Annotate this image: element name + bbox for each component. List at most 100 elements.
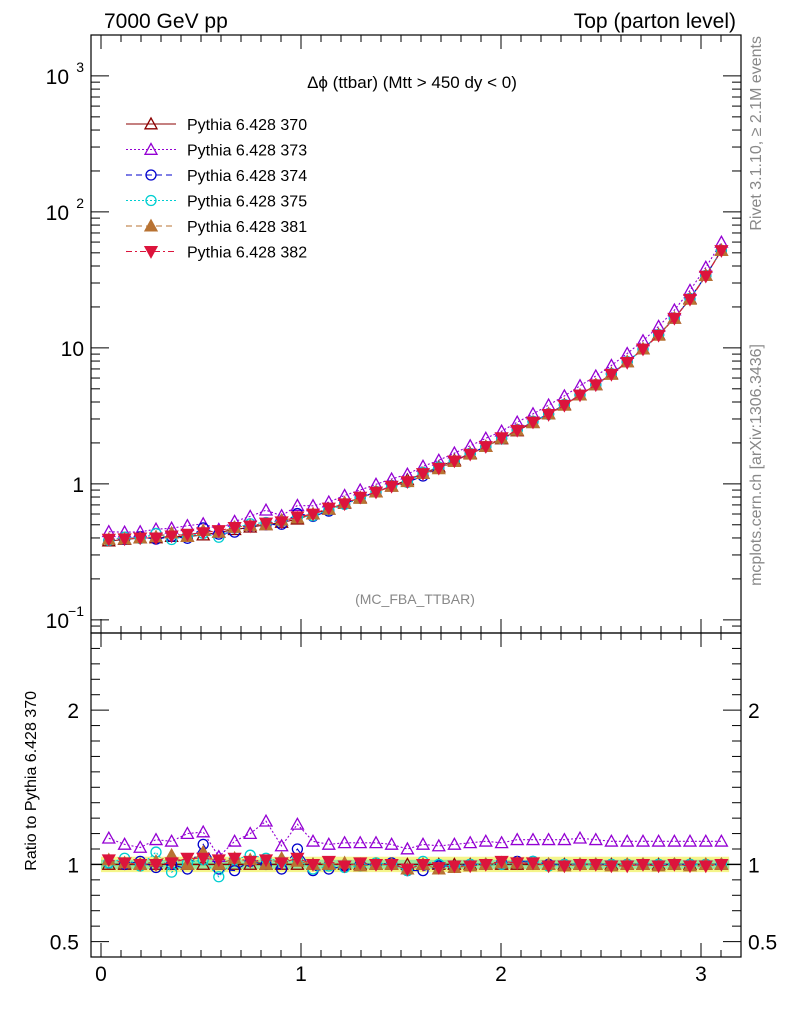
y-tick-label: 10 xyxy=(46,610,69,633)
ratio-point xyxy=(368,835,384,849)
ratio-point xyxy=(180,852,195,866)
legend-label: Pythia 6.428 374 xyxy=(187,168,307,185)
ratio-point xyxy=(274,857,289,871)
ratio-point xyxy=(447,860,462,874)
data-point xyxy=(384,480,399,494)
data-point xyxy=(321,502,336,516)
ratio-point xyxy=(164,857,179,871)
ratio-point xyxy=(148,832,164,846)
series-line-ratio xyxy=(108,820,722,858)
header-left-label: 7000 GeV pp xyxy=(104,10,228,33)
series-line-main xyxy=(108,250,722,540)
data-point xyxy=(494,432,509,446)
legend-marker xyxy=(145,194,157,207)
ratio-point xyxy=(213,871,225,883)
legend-label: Pythia 6.428 370 xyxy=(187,117,307,134)
data-point xyxy=(196,527,211,541)
legend-label: Pythia 6.428 375 xyxy=(187,194,307,211)
ratio-y-axis-label: Ratio to Pythia 6.428 370 xyxy=(23,691,40,871)
series-line-main xyxy=(108,250,722,541)
series-line-main xyxy=(108,250,722,540)
ratio-point xyxy=(714,833,729,847)
ratio-point xyxy=(698,833,713,847)
data-point xyxy=(588,379,603,393)
ratio-point xyxy=(635,858,651,872)
ratio-point xyxy=(682,833,698,847)
y-tick-label: 10 xyxy=(61,338,84,361)
ratio-point xyxy=(588,832,603,846)
header-right-label: Top (parton level) xyxy=(574,10,736,33)
data-point xyxy=(431,462,446,476)
y-tick-label: 10 xyxy=(46,66,69,89)
ratio-point xyxy=(305,858,321,872)
legend-entry: Pythia 6.428 375 xyxy=(126,194,307,211)
data-point xyxy=(478,441,493,454)
data-point xyxy=(667,312,682,326)
ratio-point xyxy=(620,833,635,847)
data-point xyxy=(258,502,274,516)
legend-label: Pythia 6.428 382 xyxy=(187,245,307,262)
data-point xyxy=(525,416,541,430)
ratio-point xyxy=(447,837,462,850)
data-point xyxy=(117,533,132,547)
data-point xyxy=(305,508,321,522)
data-point xyxy=(164,530,179,544)
ratio-point xyxy=(682,860,698,874)
series-pythia-6-428-374 xyxy=(103,244,728,877)
ratio-point xyxy=(290,852,305,866)
data-point xyxy=(447,455,462,469)
data-point xyxy=(337,498,352,512)
ratio-point xyxy=(588,858,603,872)
ratio-point xyxy=(557,860,572,874)
series-pythia-6-428-381 xyxy=(101,243,729,875)
series-line-ratio xyxy=(108,851,722,878)
ratio-point xyxy=(572,858,588,872)
legend-marker xyxy=(143,142,159,155)
ratio-point xyxy=(400,841,415,855)
ratio-point xyxy=(227,833,242,847)
ratio-point xyxy=(698,860,713,874)
ratio-point xyxy=(478,858,493,872)
data-point xyxy=(415,468,431,481)
ratio-point xyxy=(510,832,525,846)
ratio-point xyxy=(541,832,556,846)
plot-title: Δϕ (ttbar) (Mtt > 450 dy < 0) xyxy=(307,73,517,92)
ratio-point xyxy=(415,837,431,850)
ratio-point xyxy=(620,860,635,874)
ratio-point xyxy=(494,835,509,849)
ratio-point xyxy=(196,824,211,838)
ratio-point xyxy=(494,855,509,869)
series-line-main xyxy=(108,250,722,542)
legend-entry: Pythia 6.428 381 xyxy=(126,218,307,236)
data-point xyxy=(510,424,525,438)
data-point xyxy=(274,516,289,530)
legend-label: Pythia 6.428 381 xyxy=(187,219,307,236)
rivet-version-label: Rivet 3.1.10, ≥ 2.1M events xyxy=(748,36,765,231)
x-tick-label: 3 xyxy=(695,963,707,986)
ratio-y-tick-label: 0.5 xyxy=(50,932,79,955)
data-point xyxy=(353,491,368,505)
ratio-point xyxy=(243,855,258,869)
analysis-watermark: (MC_FBA_TTBAR) xyxy=(355,591,475,607)
data-point xyxy=(133,532,148,546)
data-point xyxy=(368,486,384,500)
ratio-point xyxy=(667,858,682,872)
data-point xyxy=(557,399,572,413)
data-point xyxy=(148,532,164,546)
ratio-point xyxy=(557,832,572,846)
y-tick-exponent: −1 xyxy=(68,603,84,619)
ratio-plot-area xyxy=(90,632,742,958)
ratio-point xyxy=(258,854,274,868)
data-point xyxy=(243,520,258,534)
series-line-ratio xyxy=(108,843,722,872)
ratio-point xyxy=(353,835,368,849)
legend-entry: Pythia 6.428 382 xyxy=(126,245,307,262)
data-point xyxy=(604,368,619,382)
ratio-point xyxy=(353,857,368,871)
ratio-point xyxy=(274,838,289,852)
ratio-point xyxy=(180,826,195,840)
ratio-point xyxy=(572,830,588,844)
y-tick-label: 1 xyxy=(72,474,84,497)
data-point xyxy=(541,409,556,422)
